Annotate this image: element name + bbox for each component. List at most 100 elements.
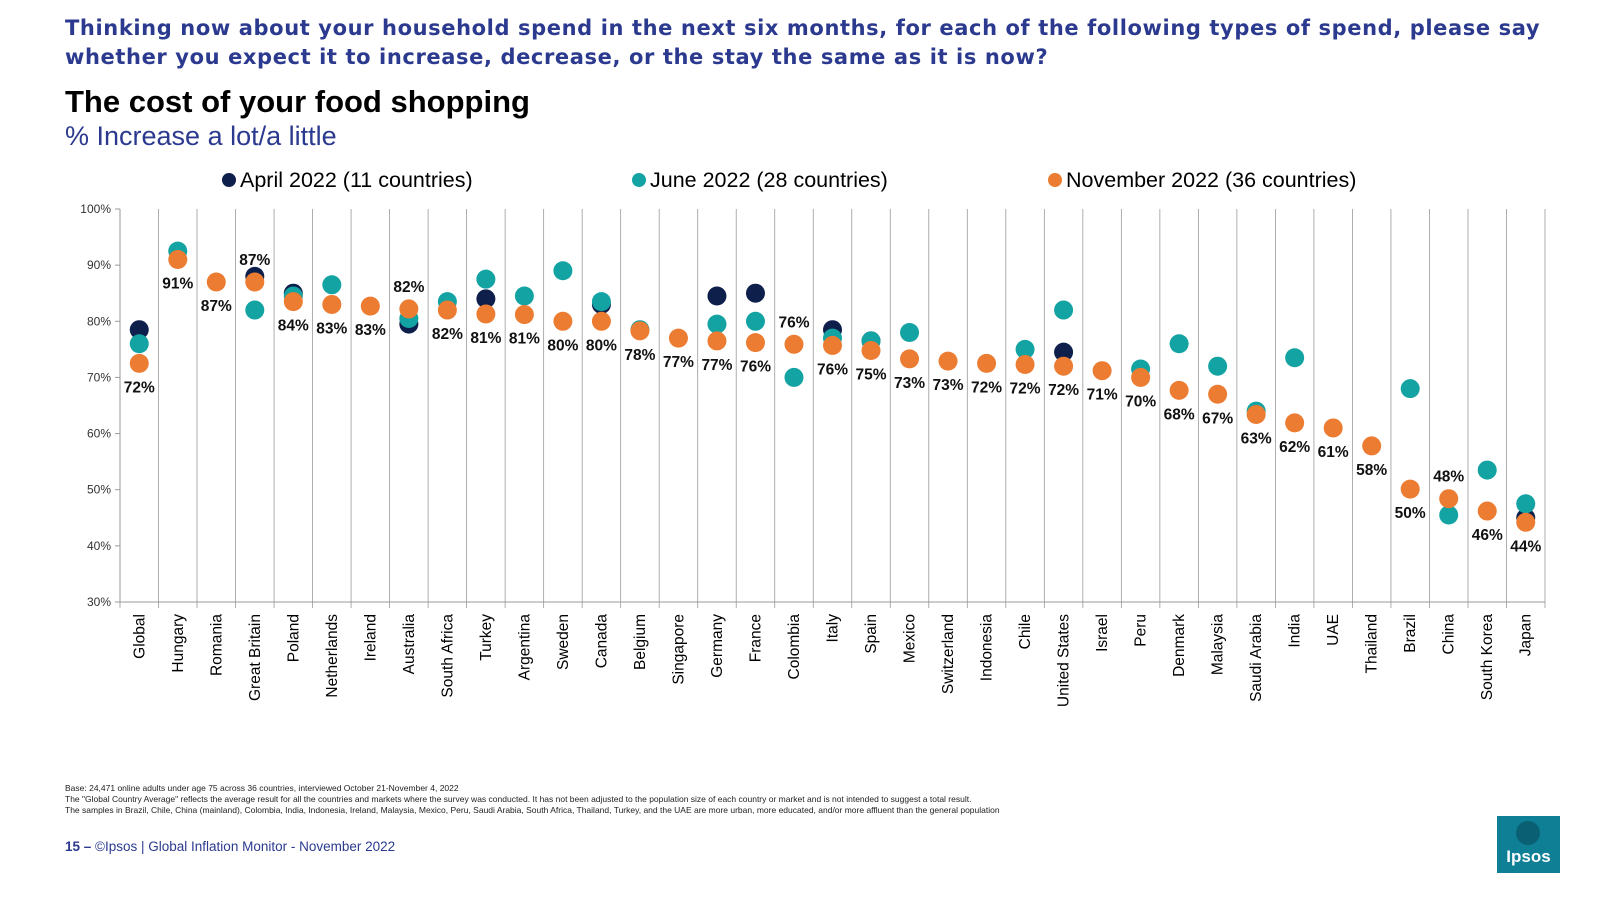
survey-question: Thinking now about your household spend … xyxy=(65,16,1541,69)
data-label: 44% xyxy=(1510,538,1541,555)
data-point-november xyxy=(938,351,958,371)
data-point-november xyxy=(707,331,727,351)
logo-mark-icon xyxy=(1516,821,1540,845)
x-category-label: India xyxy=(1287,614,1304,648)
data-label: 58% xyxy=(1356,462,1387,479)
data-point-november xyxy=(1362,436,1382,456)
data-label: 76% xyxy=(740,359,771,376)
data-label: 87% xyxy=(201,298,232,315)
data-point-april xyxy=(129,320,149,340)
data-label: 62% xyxy=(1279,439,1310,456)
data-label: 80% xyxy=(547,337,578,354)
data-label: 82% xyxy=(393,279,424,296)
data-label: 77% xyxy=(701,357,732,374)
data-point-november xyxy=(823,335,842,355)
data-point-november xyxy=(514,305,534,325)
data-point-june xyxy=(1285,348,1305,368)
x-category-label: Turkey xyxy=(478,614,495,661)
data-label: 81% xyxy=(470,330,501,347)
data-point-november xyxy=(437,300,457,320)
footnote-average: The "Global Country Average" reflects th… xyxy=(65,794,972,804)
data-label: 75% xyxy=(855,366,886,383)
data-label: 71% xyxy=(1087,387,1118,404)
y-tick-label: 90% xyxy=(87,258,111,272)
data-point-november xyxy=(1015,355,1035,375)
data-point-june xyxy=(1477,460,1497,480)
data-label: 83% xyxy=(355,322,386,339)
data-label: 63% xyxy=(1241,430,1272,447)
data-label: 81% xyxy=(509,331,540,348)
data-label: 72% xyxy=(971,379,1002,396)
footer: 15 – ©Ipsos | Global Inflation Monitor -… xyxy=(65,839,395,854)
x-category-label: Global xyxy=(131,614,148,659)
legend-label-april: April 2022 (11 countries) xyxy=(240,167,473,192)
data-point-april xyxy=(1054,342,1074,362)
x-category-label: Australia xyxy=(401,614,418,675)
data-point-november xyxy=(399,299,419,319)
data-label: 84% xyxy=(278,318,309,335)
data-point-april xyxy=(745,283,765,303)
data-label: 50% xyxy=(1395,505,1426,522)
x-category-label: Mexico xyxy=(902,614,919,663)
y-tick-label: 30% xyxy=(87,595,111,609)
x-category-label: South Korea xyxy=(1479,614,1496,701)
data-point-november xyxy=(1208,384,1228,404)
data-point-november xyxy=(1246,404,1266,424)
x-category-label: Belgium xyxy=(632,614,649,670)
data-label: 72% xyxy=(1048,382,1079,399)
data-point-november xyxy=(1169,380,1189,400)
data-point-november xyxy=(283,292,303,312)
data-point-june xyxy=(1516,494,1536,514)
data-point-june xyxy=(1169,334,1189,354)
x-category-label: Saudi Arabia xyxy=(1248,614,1265,702)
y-tick-label: 60% xyxy=(87,427,111,441)
x-category-label: Colombia xyxy=(786,614,803,680)
data-label: 61% xyxy=(1318,444,1349,461)
data-label: 73% xyxy=(894,375,925,392)
data-label: 48% xyxy=(1433,469,1464,486)
logo-text: Ipsos xyxy=(1506,847,1551,866)
x-category-label: Netherlands xyxy=(324,614,341,698)
chart-title: The cost of your food shopping xyxy=(65,84,530,119)
x-category-label: Ireland xyxy=(362,614,379,661)
data-point-april xyxy=(707,286,727,306)
data-point-november xyxy=(745,333,765,353)
data-point-november xyxy=(245,272,265,292)
x-category-label: South Africa xyxy=(439,614,456,698)
x-category-label: Chile xyxy=(1017,614,1034,649)
data-point-november xyxy=(1323,418,1343,438)
x-category-label: Romania xyxy=(208,614,225,676)
data-point-november xyxy=(1477,501,1497,521)
data-point-november xyxy=(476,304,496,324)
legend-marker-april xyxy=(222,173,236,187)
x-category-label: Germany xyxy=(709,614,726,678)
x-category-label: Spain xyxy=(863,614,880,654)
x-category-label: Hungary xyxy=(170,614,187,673)
x-category-label: France xyxy=(747,614,764,662)
x-category-label: Italy xyxy=(825,614,842,643)
data-point-june xyxy=(514,286,534,306)
data-point-november xyxy=(1131,367,1151,387)
data-point-june xyxy=(900,323,920,343)
y-tick-label: 80% xyxy=(87,314,111,328)
data-label: 72% xyxy=(124,379,155,396)
page-number: 15 – xyxy=(65,839,92,854)
data-point-june xyxy=(129,334,149,354)
data-point-november xyxy=(1516,512,1536,532)
x-category-label: China xyxy=(1441,614,1458,655)
data-label: 76% xyxy=(817,361,848,378)
data-point-june xyxy=(1439,505,1459,525)
data-label: 73% xyxy=(933,377,964,394)
dot-chart: 30% 40% 50% 60% 70% 80% 90% 100% Global Hungary Ro… xyxy=(80,202,1546,707)
data-point-november xyxy=(591,311,611,331)
data-label: 91% xyxy=(162,276,193,293)
y-tick-label: 50% xyxy=(87,483,111,497)
data-point-november xyxy=(1092,361,1112,381)
data-label: 70% xyxy=(1125,393,1156,410)
ipsos-logo: Ipsos xyxy=(1497,816,1560,873)
data-point-june xyxy=(1400,379,1420,399)
x-category-label: UAE xyxy=(1325,614,1342,646)
data-label: 46% xyxy=(1472,527,1503,544)
data-point-november xyxy=(1054,356,1074,376)
data-point-june xyxy=(591,292,611,312)
